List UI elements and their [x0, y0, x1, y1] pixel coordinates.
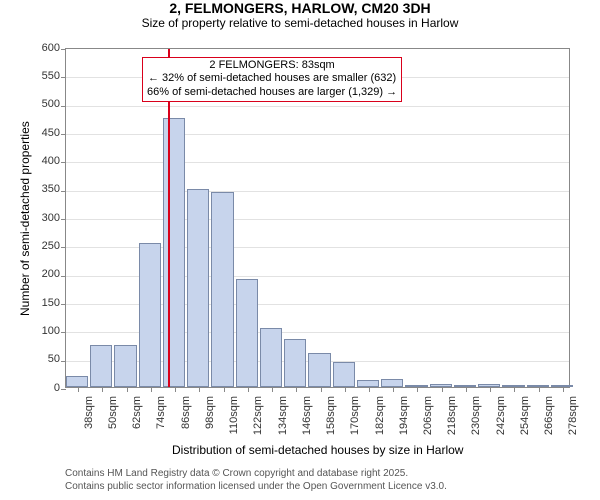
histogram-bar — [187, 189, 209, 387]
y-tick-label: 450 — [42, 127, 60, 139]
x-tick-label: 158sqm — [325, 396, 337, 436]
histogram-chart: 2, FELMONGERS, HARLOW, CM20 3DH Size of … — [0, 0, 600, 500]
chart-subtitle: Size of property relative to semi-detach… — [0, 16, 600, 30]
y-tick-label: 150 — [42, 297, 60, 309]
x-tick-label: 242sqm — [495, 396, 507, 436]
x-tick-label: 62sqm — [131, 396, 143, 436]
x-tick-label: 38sqm — [83, 396, 95, 436]
histogram-bar — [502, 385, 524, 387]
x-tick-label: 74sqm — [155, 396, 167, 436]
x-tick-label: 110sqm — [228, 396, 240, 436]
y-tick-label: 550 — [42, 70, 60, 82]
histogram-bar — [236, 279, 258, 387]
x-tick-label: 218sqm — [446, 396, 458, 436]
histogram-bar — [551, 385, 573, 387]
histogram-bar — [211, 192, 233, 388]
x-tick-label: 254sqm — [519, 396, 531, 436]
footer-line-2: Contains public sector information licen… — [65, 481, 447, 492]
x-tick-label: 266sqm — [543, 396, 555, 436]
x-tick-label: 50sqm — [107, 396, 119, 436]
histogram-bar — [333, 362, 355, 388]
y-tick-label: 200 — [42, 268, 60, 280]
histogram-bar — [66, 376, 88, 387]
annotation-box: 2 FELMONGERS: 83sqm← 32% of semi-detache… — [142, 57, 402, 102]
histogram-bar — [454, 385, 476, 387]
x-tick-label: 98sqm — [204, 396, 216, 436]
plot-area: 2 FELMONGERS: 83sqm← 32% of semi-detache… — [65, 48, 570, 388]
x-tick-label: 134sqm — [277, 396, 289, 436]
histogram-bar — [163, 118, 185, 387]
annotation-line: ← 32% of semi-detached houses are smalle… — [147, 72, 397, 86]
histogram-bar — [527, 385, 549, 387]
chart-title: 2, FELMONGERS, HARLOW, CM20 3DH — [0, 0, 600, 16]
x-tick-label: 194sqm — [398, 396, 410, 436]
histogram-bar — [357, 380, 379, 387]
y-tick-label: 400 — [42, 155, 60, 167]
x-tick-label: 206sqm — [422, 396, 434, 436]
x-tick-label: 170sqm — [349, 396, 361, 436]
y-tick-label: 500 — [42, 98, 60, 110]
y-tick-label: 0 — [54, 382, 60, 394]
y-tick-label: 350 — [42, 183, 60, 195]
x-tick-label: 278sqm — [567, 396, 579, 436]
histogram-bar — [284, 339, 306, 387]
histogram-bar — [405, 385, 427, 387]
histogram-bar — [381, 379, 403, 388]
y-tick-label: 50 — [48, 353, 60, 365]
histogram-bar — [90, 345, 112, 388]
x-tick-label: 230sqm — [470, 396, 482, 436]
x-axis-label: Distribution of semi-detached houses by … — [172, 443, 463, 457]
histogram-bar — [478, 384, 500, 387]
y-tick-label: 600 — [42, 42, 60, 54]
histogram-bar — [114, 345, 136, 388]
histogram-bar — [139, 243, 161, 388]
footer-line-1: Contains HM Land Registry data © Crown c… — [65, 468, 408, 479]
annotation-line: 2 FELMONGERS: 83sqm — [147, 59, 397, 73]
histogram-bar — [430, 384, 452, 387]
y-tick-label: 250 — [42, 240, 60, 252]
x-tick-label: 182sqm — [374, 396, 386, 436]
y-axis-label: Number of semi-detached properties — [18, 121, 32, 316]
x-tick-label: 122sqm — [252, 396, 264, 436]
histogram-bar — [260, 328, 282, 388]
histogram-bar — [308, 353, 330, 387]
x-tick-label: 86sqm — [180, 396, 192, 436]
x-tick-label: 146sqm — [301, 396, 313, 436]
y-tick-label: 300 — [42, 212, 60, 224]
y-tick-label: 100 — [42, 325, 60, 337]
annotation-line: 66% of semi-detached houses are larger (… — [147, 86, 397, 100]
